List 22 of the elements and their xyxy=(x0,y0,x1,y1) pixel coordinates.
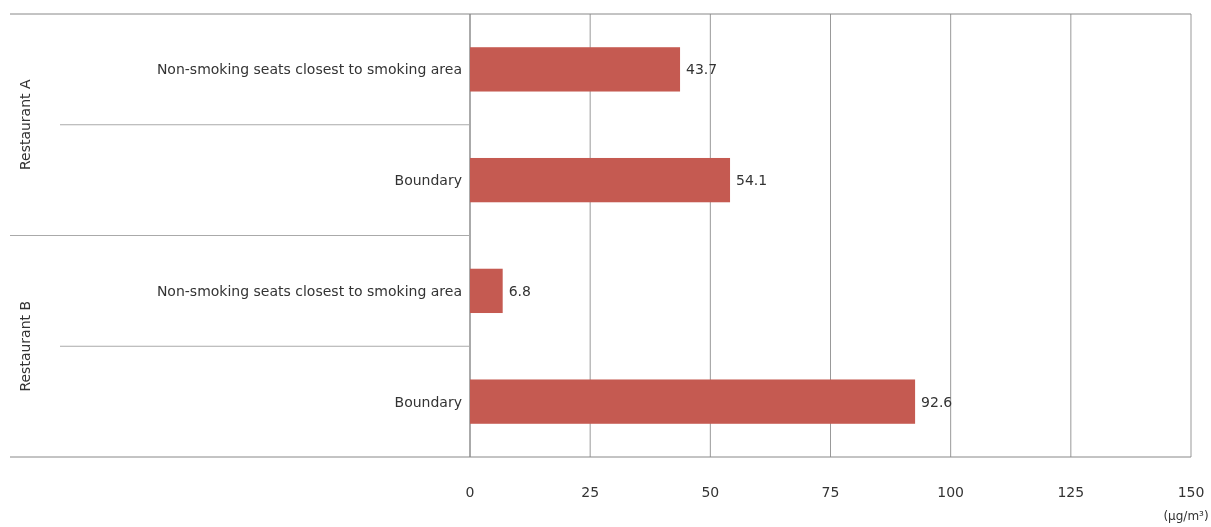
y-tick-label: Non-smoking seats closest to smoking area xyxy=(156,61,462,78)
y-tick-label: Non-smoking seats closest to smoking area xyxy=(156,282,462,299)
bar xyxy=(470,157,731,203)
x-tick-label: 125 xyxy=(1057,484,1085,500)
data-label: 6.8 xyxy=(508,282,531,299)
data-label: 43.7 xyxy=(686,61,718,78)
y-tick-label: Boundary xyxy=(394,393,462,410)
bar xyxy=(470,379,916,424)
text: Restaurant B xyxy=(17,300,33,392)
y-tick-label: Boundary xyxy=(394,172,462,189)
x-tick-label: 25 xyxy=(581,484,600,500)
x-tick-label: 75 xyxy=(821,484,840,500)
x-tick-label: 100 xyxy=(937,484,965,500)
bar xyxy=(470,268,503,314)
x-tick-label: 50 xyxy=(701,484,720,500)
x-axis-title: (μg/m³) xyxy=(1163,509,1209,523)
data-label: 92.6 xyxy=(921,393,953,410)
bar xyxy=(470,47,681,92)
x-tick-label: 150 xyxy=(1177,484,1205,500)
x-tick-label: 0 xyxy=(465,484,475,500)
data-label: 54.1 xyxy=(736,172,768,189)
text: Restaurant A xyxy=(17,78,33,171)
